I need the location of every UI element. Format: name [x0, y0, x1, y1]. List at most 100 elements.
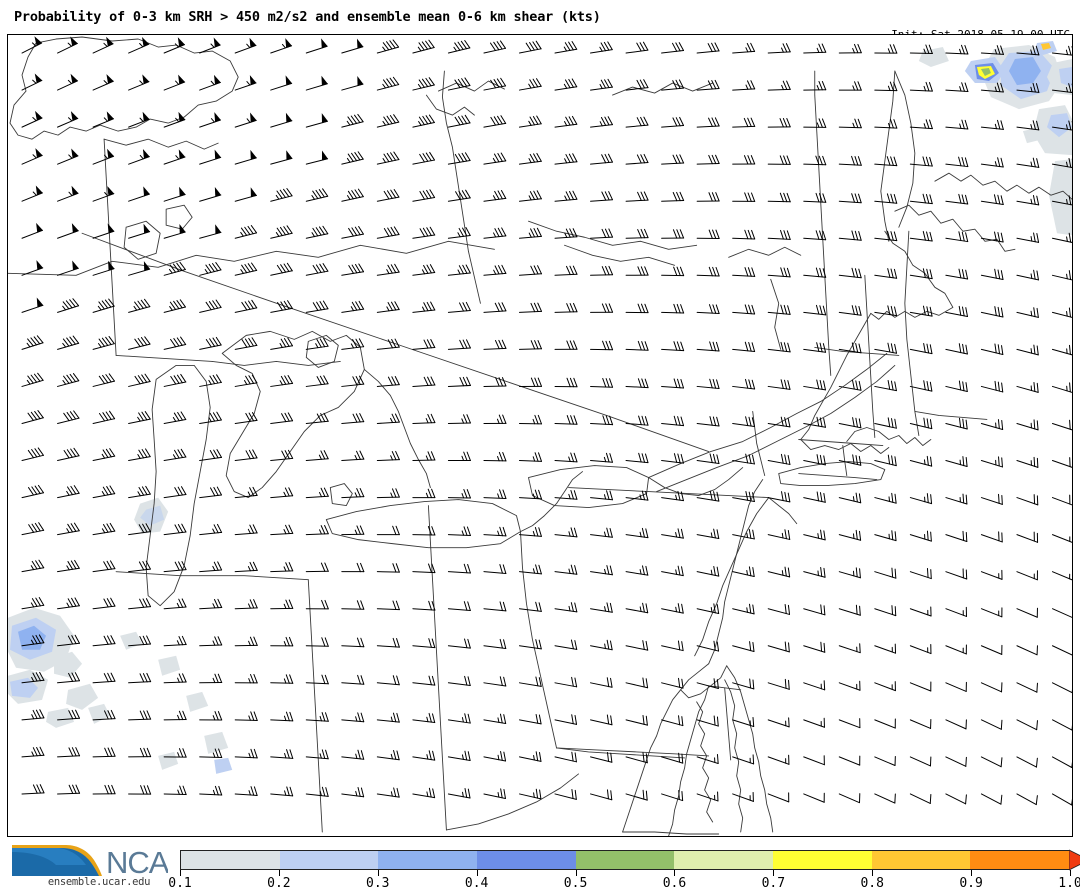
- wind-barb: [910, 607, 931, 616]
- wind-barb: [200, 712, 222, 720]
- wind-barb: [413, 713, 435, 722]
- wind-barb: [768, 755, 789, 764]
- wind-barb: [839, 82, 861, 90]
- wind-barb: [733, 567, 755, 577]
- wind-barb: [271, 76, 292, 90]
- wind-barb: [484, 565, 506, 574]
- wind-barb: [235, 413, 257, 424]
- wind-barb: [22, 523, 44, 535]
- wind-barb: [413, 115, 435, 127]
- wind-barb: [484, 378, 506, 387]
- wind-barb: [413, 265, 435, 276]
- wind-barb: [93, 673, 115, 683]
- wind-barb: [946, 645, 967, 654]
- wind-barb: [448, 190, 470, 201]
- wind-barb: [164, 786, 186, 795]
- wind-barb: [271, 600, 293, 609]
- wind-barb: [768, 642, 789, 652]
- wind-barb: [697, 342, 719, 351]
- wind-barb: [377, 152, 399, 164]
- wind-barb: [839, 455, 861, 465]
- wind-barb: [733, 268, 755, 277]
- wind-barb: [519, 490, 541, 499]
- wind-barb: [448, 265, 470, 275]
- wind-barb: [804, 193, 826, 202]
- wind-barb: [342, 675, 364, 684]
- wind-barb: [946, 45, 968, 54]
- wind-barb: [235, 151, 256, 164]
- wind-barb: [697, 43, 719, 53]
- wind-barb: [519, 303, 541, 312]
- wind-barb: [662, 454, 684, 464]
- wind-barb: [768, 268, 790, 277]
- wind-barb: [910, 531, 931, 541]
- wind-barb: [804, 530, 825, 540]
- wind-barb: [804, 642, 825, 652]
- wind-barb: [768, 193, 790, 202]
- wind-barb: [804, 305, 826, 315]
- wind-barb: [22, 485, 44, 497]
- wind-barb: [662, 267, 684, 276]
- wind-barb: [58, 187, 79, 202]
- wind-barb: [58, 448, 80, 460]
- wind-barb: [519, 266, 541, 276]
- colorbar-label-8: 0.9: [941, 876, 1001, 891]
- wind-barb: [946, 531, 967, 541]
- wind-barb: [413, 527, 435, 536]
- wind-barb: [768, 81, 790, 90]
- wind-barb: [306, 264, 328, 276]
- wind-barb: [164, 524, 186, 535]
- wind-barb: [200, 225, 221, 238]
- wind-barb: [306, 114, 327, 127]
- colorbar-band-3: [477, 851, 576, 869]
- wind-barb: [129, 561, 151, 572]
- colorbar-label-5: 0.6: [644, 876, 704, 891]
- wind-barb: [1017, 383, 1038, 393]
- wind-barb: [591, 416, 613, 425]
- wind-barb: [22, 448, 43, 461]
- wind-barb: [804, 605, 825, 615]
- wind-barb: [555, 565, 577, 574]
- wind-barb: [910, 194, 932, 203]
- wind-barb: [875, 306, 897, 316]
- wind-barb: [93, 785, 115, 794]
- wind-barb: [839, 268, 861, 277]
- wind-barb: [306, 151, 327, 164]
- wind-barb: [519, 79, 541, 90]
- wind-barb: [448, 751, 470, 760]
- wind-barb: [448, 415, 470, 424]
- wind-barb: [164, 636, 186, 645]
- wind-barb: [58, 336, 79, 349]
- wind-barb: [235, 712, 257, 721]
- wind-barb: [1017, 158, 1039, 167]
- wind-barb: [555, 378, 577, 387]
- wind-barb: [697, 155, 719, 164]
- wind-barb: [768, 567, 789, 577]
- wind-barb: [129, 299, 150, 312]
- wind-barb: [555, 154, 577, 164]
- wind-barb: [981, 720, 1002, 729]
- wind-barb: [377, 40, 398, 53]
- wind-barb: [342, 77, 363, 90]
- wind-barb: [768, 718, 789, 727]
- wind-barb: [1052, 271, 1072, 281]
- wind-barb: [271, 563, 293, 572]
- wind-barb: [626, 566, 648, 575]
- wind-barb: [58, 374, 79, 387]
- wind-barb: [946, 306, 968, 316]
- wind-barb: [1052, 794, 1072, 805]
- wind-barb: [981, 532, 1002, 542]
- wind-barb: [839, 568, 860, 578]
- wind-barb: [377, 189, 399, 201]
- wind-barb: [22, 560, 44, 572]
- wind-barb: [271, 151, 292, 164]
- wind-barb: [697, 230, 719, 238]
- colorbar-bands: [180, 850, 1070, 870]
- wind-barb: [271, 226, 292, 238]
- wind-barb: [981, 645, 1002, 654]
- wind-barb: [413, 489, 435, 497]
- wind-barb: [768, 492, 790, 502]
- wind-barb: [306, 526, 328, 535]
